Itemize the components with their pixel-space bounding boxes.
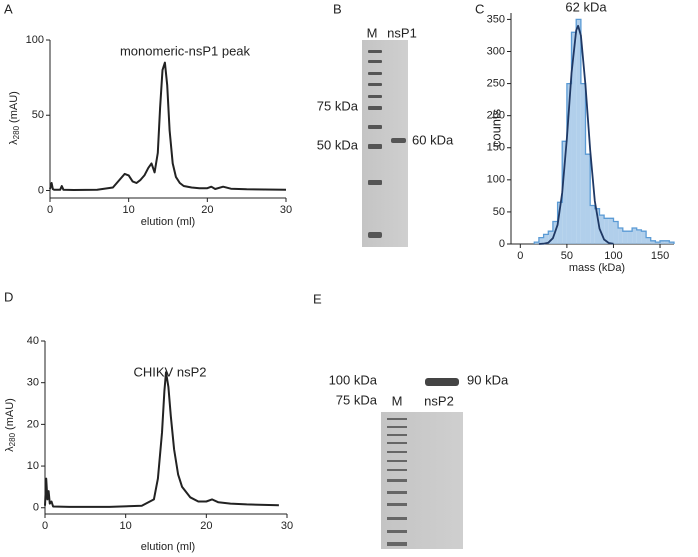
protein-band [425, 378, 459, 386]
data-line [44, 371, 279, 508]
marker-label: 75 kDa [336, 392, 378, 407]
y-tick-label: 50 [32, 109, 44, 121]
y-tick-label: 10 [27, 460, 39, 472]
histogram-bar [646, 237, 651, 244]
histogram-bar [576, 19, 581, 244]
y-tick-label: 20 [27, 418, 39, 430]
y-axis-label: counts [488, 108, 503, 147]
histogram-bar [571, 32, 577, 244]
marker-label: 75 kDa [317, 98, 359, 113]
lane-label: M [392, 393, 403, 408]
x-tick-label: 0 [47, 204, 53, 216]
y-axis-subscript: 280 [12, 125, 21, 139]
y-tick-label: 50 [493, 206, 505, 218]
histogram-bar [622, 231, 628, 244]
y-tick-label: 0 [38, 184, 44, 196]
y-axis-symbol: λ [8, 139, 20, 145]
histogram-bar [543, 234, 549, 244]
histogram-bar [660, 240, 665, 244]
gel: M nsP2 100 kDa 75 kDa 90 kDa E [313, 291, 509, 549]
annotation: CHIKV nsP2 [134, 364, 207, 379]
y-tick-label: 0 [499, 238, 505, 250]
y-axis-symbol: λ [4, 446, 16, 452]
histogram-bar [604, 218, 609, 244]
histogram-bar [534, 242, 539, 244]
histogram-bar [585, 154, 591, 244]
annotation: 62 kDa [565, 0, 607, 14]
gel: M nsP1 75 kDa 50 kDa 60 kDa B [317, 1, 454, 247]
histogram-bar [590, 205, 595, 244]
histogram-bar [566, 83, 572, 244]
y-tick-label: 150 [487, 142, 505, 154]
histogram-bar [548, 231, 553, 244]
y-tick-label: 40 [27, 335, 39, 347]
x-tick-label: 0 [42, 520, 48, 532]
y-tick-label: 250 [487, 77, 505, 89]
x-axis-label: elution (ml) [141, 541, 195, 553]
histogram-bar [650, 240, 656, 244]
lane-label: nsP2 [424, 393, 454, 408]
histogram-bar [669, 242, 674, 244]
panel-label: D [4, 289, 13, 304]
band-label: 90 kDa [467, 372, 509, 387]
histogram-bar [594, 208, 600, 244]
protein-band [391, 138, 406, 143]
y-tick-label: 350 [487, 13, 505, 25]
marker-label: 50 kDa [317, 137, 359, 152]
histogram-bar [562, 141, 567, 244]
ladder [368, 50, 382, 238]
y-axis-subscript: 280 [8, 432, 17, 446]
histogram-bar [627, 231, 633, 244]
x-tick-label: 20 [200, 520, 212, 532]
lane-label: nsP1 [387, 25, 417, 40]
data-line [49, 61, 287, 191]
histogram-bar [538, 237, 544, 244]
x-tick-label: 10 [123, 204, 135, 216]
x-tick-label: 100 [604, 250, 622, 262]
lane-label: M [367, 25, 378, 40]
gel-image [362, 40, 408, 247]
histogram-bar [613, 221, 619, 244]
y-tick-label: 200 [487, 110, 505, 122]
histogram-bar [632, 227, 637, 244]
y-axis-unit: (mAU) [8, 91, 20, 123]
histogram-bar [557, 202, 563, 244]
x-axis-label: elution (ml) [141, 216, 195, 228]
y-axis-unit: (mAU) [4, 398, 16, 430]
x-tick-label: 30 [281, 520, 293, 532]
histogram-bar [580, 83, 586, 244]
panel-label: A [4, 1, 13, 16]
x-tick-label: 150 [651, 250, 669, 262]
y-axis-label: λ280 (mAU) [4, 398, 17, 452]
x-tick-label: 30 [280, 204, 292, 216]
marker-label: 100 kDa [329, 372, 378, 387]
histogram-bar [641, 231, 647, 244]
x-axis-label: mass (kDa) [569, 262, 625, 274]
y-tick-label: 0 [33, 502, 39, 514]
histogram-bar [664, 240, 670, 244]
x-tick-label: 20 [201, 204, 213, 216]
x-tick-label: 10 [120, 520, 132, 532]
y-tick-label: 100 [26, 34, 44, 46]
y-tick-label: 300 [487, 45, 505, 57]
x-tick-label: 0 [517, 250, 523, 262]
panel-label: E [313, 291, 322, 306]
y-tick-label: 30 [27, 377, 39, 389]
annotation: monomeric-nsP1 peak [120, 43, 251, 58]
histogram-bar [618, 227, 623, 244]
x-tick-label: 50 [561, 250, 573, 262]
histogram-bar [608, 218, 614, 244]
histogram-bar [599, 215, 605, 244]
y-tick-label: 100 [487, 174, 505, 186]
panel-label: B [333, 1, 342, 16]
histogram-bar [655, 242, 661, 244]
data-line [538, 24, 614, 245]
band-label: 60 kDa [412, 132, 454, 147]
histogram-bar [636, 229, 642, 244]
ladder [387, 418, 407, 546]
panel-label: C [475, 1, 484, 16]
histogram-outline [533, 18, 675, 244]
y-axis-label: λ280 (mAU) [8, 91, 21, 145]
